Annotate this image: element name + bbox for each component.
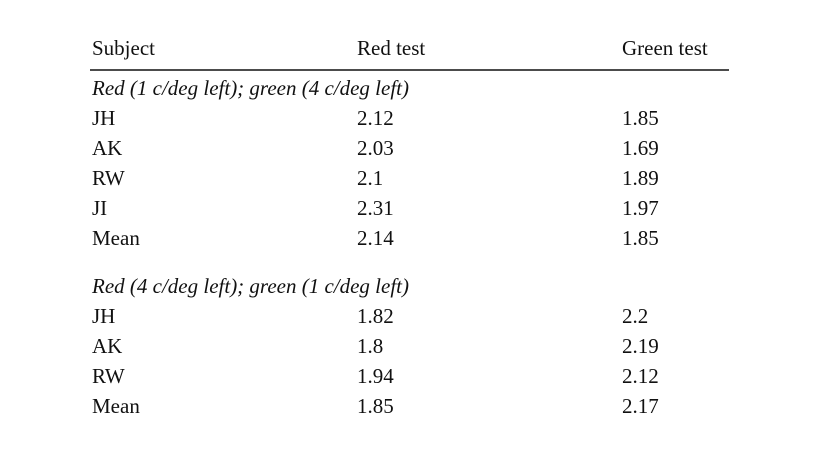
value-cell: 1.69 bbox=[622, 136, 659, 160]
column-header: Red test bbox=[357, 36, 425, 60]
value-cell: 2.12 bbox=[622, 364, 659, 388]
value-cell: 2.14 bbox=[357, 226, 394, 250]
section-title: Red (4 c/deg left); green (1 c/deg left) bbox=[91, 274, 409, 298]
subject-cell: RW bbox=[92, 364, 125, 388]
column-header: Subject bbox=[92, 36, 155, 60]
value-cell: 2.12 bbox=[357, 106, 394, 130]
value-cell: 1.8 bbox=[357, 334, 383, 358]
value-cell: 1.85 bbox=[357, 394, 394, 418]
value-cell: 2.03 bbox=[357, 136, 394, 160]
value-cell: 1.97 bbox=[622, 196, 659, 220]
section-title: Red (1 c/deg left); green (4 c/deg left) bbox=[91, 76, 409, 100]
value-cell: 2.19 bbox=[622, 334, 659, 358]
value-cell: 2.17 bbox=[622, 394, 659, 418]
subject-cell: JI bbox=[92, 196, 107, 220]
subject-cell: Mean bbox=[92, 226, 140, 250]
subject-cell: JH bbox=[92, 304, 115, 328]
value-cell: 2.2 bbox=[622, 304, 648, 328]
value-cell: 2.1 bbox=[357, 166, 383, 190]
subject-cell: JH bbox=[92, 106, 115, 130]
value-cell: 1.85 bbox=[622, 226, 659, 250]
value-cell: 1.94 bbox=[357, 364, 394, 388]
subject-cell: AK bbox=[92, 136, 122, 160]
value-cell: 1.82 bbox=[357, 304, 394, 328]
subject-cell: RW bbox=[92, 166, 125, 190]
value-cell: 2.31 bbox=[357, 196, 394, 220]
value-cell: 1.89 bbox=[622, 166, 659, 190]
value-cell: 1.85 bbox=[622, 106, 659, 130]
subject-cell: Mean bbox=[92, 394, 140, 418]
column-header: Green test bbox=[622, 36, 708, 60]
subject-cell: AK bbox=[92, 334, 122, 358]
